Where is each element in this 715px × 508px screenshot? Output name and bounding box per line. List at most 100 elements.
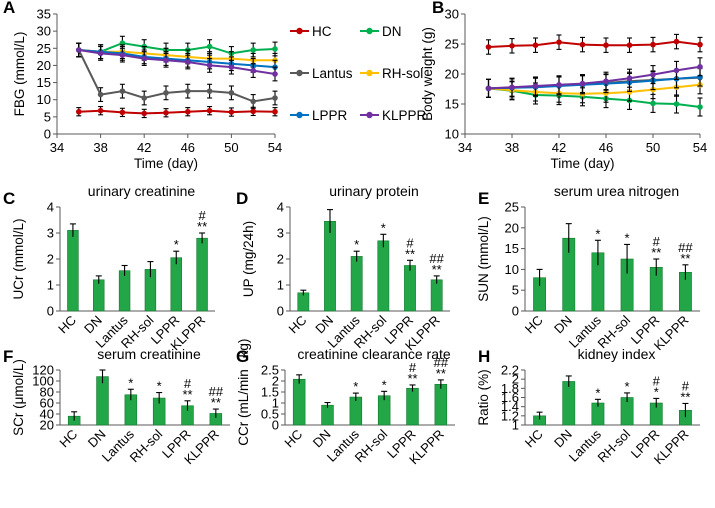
- y-axis-label: Body weight (g): [420, 27, 435, 121]
- legend-label: LPPR: [312, 108, 348, 123]
- panel-B-y-tick-label: 20: [445, 67, 459, 82]
- panel-title: creatinine clearance rate: [297, 346, 451, 362]
- panel-E-y-tick-label: 20: [505, 220, 519, 235]
- panel-letter: H: [478, 347, 490, 366]
- series-line: [78, 109, 276, 115]
- data-point: [272, 46, 278, 52]
- panel-title: serum urea nitrogen: [554, 183, 679, 199]
- x-axis-label: Time (day): [550, 156, 614, 171]
- data-point: [626, 75, 633, 81]
- legend: HC DN Lantus RH-sol LPPR KLPPR: [290, 24, 427, 123]
- significance-mark: ##: [209, 384, 224, 399]
- data-point: [272, 108, 278, 115]
- panel-letter: E: [478, 189, 489, 208]
- data-point: [97, 91, 104, 98]
- bar-lantus: [118, 270, 131, 312]
- data-point: [185, 88, 191, 94]
- bar-lppr: [404, 265, 416, 312]
- panel-A-y-tick-label: 0: [44, 127, 51, 142]
- x-tick-label: 50: [224, 140, 238, 155]
- panel-D-y-tick-label: 2: [277, 252, 284, 267]
- panel-letter: B: [432, 0, 444, 17]
- significance-mark: *: [174, 237, 179, 252]
- data-point: [697, 64, 703, 70]
- series-rh-sol: [76, 42, 278, 68]
- data-point: [163, 90, 169, 96]
- data-point: [141, 55, 147, 62]
- data-point: [272, 95, 278, 101]
- series-klppr: [76, 42, 278, 82]
- series-line: [78, 49, 276, 75]
- x-axis-label: Time (day): [134, 156, 198, 171]
- significance-mark: *: [625, 379, 630, 394]
- significance-mark: *: [595, 226, 600, 241]
- panel-E-y-tick-label: 10: [505, 262, 519, 277]
- series-line: [77, 49, 276, 103]
- data-point: [185, 59, 191, 65]
- data-point: [185, 108, 191, 115]
- panel-D-y-tick-label: 1: [277, 278, 284, 293]
- bar-lppr: [170, 257, 182, 312]
- significance-mark: #: [198, 208, 206, 223]
- significance-mark: **: [211, 395, 221, 410]
- data-point: [119, 88, 126, 94]
- data-point: [509, 84, 515, 90]
- panel-G-y-tick-label: 1: [272, 396, 279, 411]
- significance-mark: **: [432, 262, 442, 277]
- series-hc: [76, 106, 278, 119]
- panel-G-y-tick-label: 0: [272, 418, 279, 433]
- panel-G-y-tick-label: 2.5: [261, 363, 279, 378]
- x-tick-label: 42: [137, 140, 151, 155]
- significance-mark: ##: [434, 355, 449, 370]
- x-tick-label: 54: [268, 140, 282, 155]
- legend-marker: [296, 69, 303, 77]
- series-line: [78, 42, 276, 55]
- panel-H-y-tick-label: 1.4: [501, 399, 519, 414]
- panel-A-y-tick-label: 35: [37, 7, 51, 22]
- category-label: HC: [522, 313, 546, 337]
- x-tick-label: 46: [599, 140, 613, 155]
- bar-lantus: [350, 256, 363, 312]
- panel-C-y-tick-label: 3: [47, 226, 54, 241]
- y-axis-label: UP (mg/24h): [241, 221, 256, 297]
- significance-mark: **: [680, 251, 690, 266]
- data-point: [141, 95, 147, 101]
- significance-mark: **: [651, 245, 661, 260]
- category-label: HC: [286, 313, 310, 337]
- panel-letter: C: [3, 189, 15, 208]
- bar-rh-sol: [377, 240, 390, 312]
- category-label: DN: [551, 427, 575, 451]
- panel-title: urinary creatinine: [88, 183, 196, 199]
- data-point: [250, 98, 256, 105]
- data-point: [485, 44, 492, 50]
- significance-mark: ##: [678, 240, 693, 255]
- data-point: [119, 52, 126, 58]
- data-point: [579, 80, 586, 87]
- category-label: HC: [281, 427, 305, 451]
- bar-hc: [297, 292, 310, 312]
- panel-letter: F: [3, 347, 13, 366]
- data-point: [250, 67, 256, 74]
- panel-D-y-tick-label: 3: [277, 226, 284, 241]
- data-point: [673, 38, 680, 45]
- data-point: [163, 109, 169, 116]
- legend-item-lantus: Lantus: [290, 66, 353, 81]
- significance-mark: **: [182, 387, 192, 402]
- y-axis-label-unit: kg): [236, 339, 251, 358]
- data-point: [532, 42, 539, 48]
- legend-marker: [296, 27, 303, 35]
- x-tick-label: 54: [693, 140, 707, 155]
- data-point: [579, 41, 586, 48]
- panel-G-y-tick-label: 0.5: [261, 407, 279, 422]
- y-axis-label: CCr (mL/min: [236, 369, 251, 446]
- panel-letter: D: [236, 189, 248, 208]
- category-label: HC: [56, 427, 80, 451]
- legend-item-hc: HC: [290, 24, 332, 39]
- legend-item-rh-sol: RH-sol: [360, 66, 423, 81]
- data-point: [228, 90, 235, 96]
